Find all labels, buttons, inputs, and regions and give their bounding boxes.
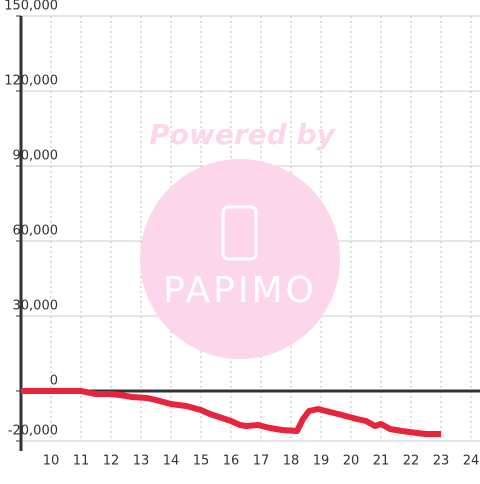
x-tick-label: 11	[73, 454, 90, 469]
x-tick-label: 21	[373, 454, 390, 469]
x-tick-label: 14	[163, 454, 180, 469]
y-tick-label: 60,000	[13, 224, 59, 239]
x-tick-label: 16	[223, 454, 240, 469]
x-tick-label: 12	[103, 454, 120, 469]
x-tick-label: 10	[43, 454, 60, 469]
watermark-icon	[221, 205, 258, 261]
x-tick-label: 24	[463, 454, 480, 469]
y-tick-label: 0	[50, 374, 58, 389]
x-tick-label: 13	[133, 454, 150, 469]
y-tick-label: -20,000	[8, 424, 58, 439]
x-tick-label: 17	[253, 454, 270, 469]
x-tick-label: 20	[343, 454, 360, 469]
x-tick-label: 19	[313, 454, 330, 469]
data-line	[21, 388, 441, 437]
y-tick-label: 90,000	[13, 149, 59, 164]
x-tick-label: 22	[403, 454, 420, 469]
y-tick-label: 30,000	[13, 299, 59, 314]
watermark-logo: PAPIMO	[163, 270, 317, 311]
y-tick-label: 150,000	[4, 0, 58, 14]
x-tick-label: 15	[193, 454, 210, 469]
y-tick-label: 120,000	[4, 74, 58, 89]
watermark-title: Powered by	[149, 118, 336, 151]
x-tick-label: 23	[433, 454, 450, 469]
x-tick-label: 18	[283, 454, 300, 469]
